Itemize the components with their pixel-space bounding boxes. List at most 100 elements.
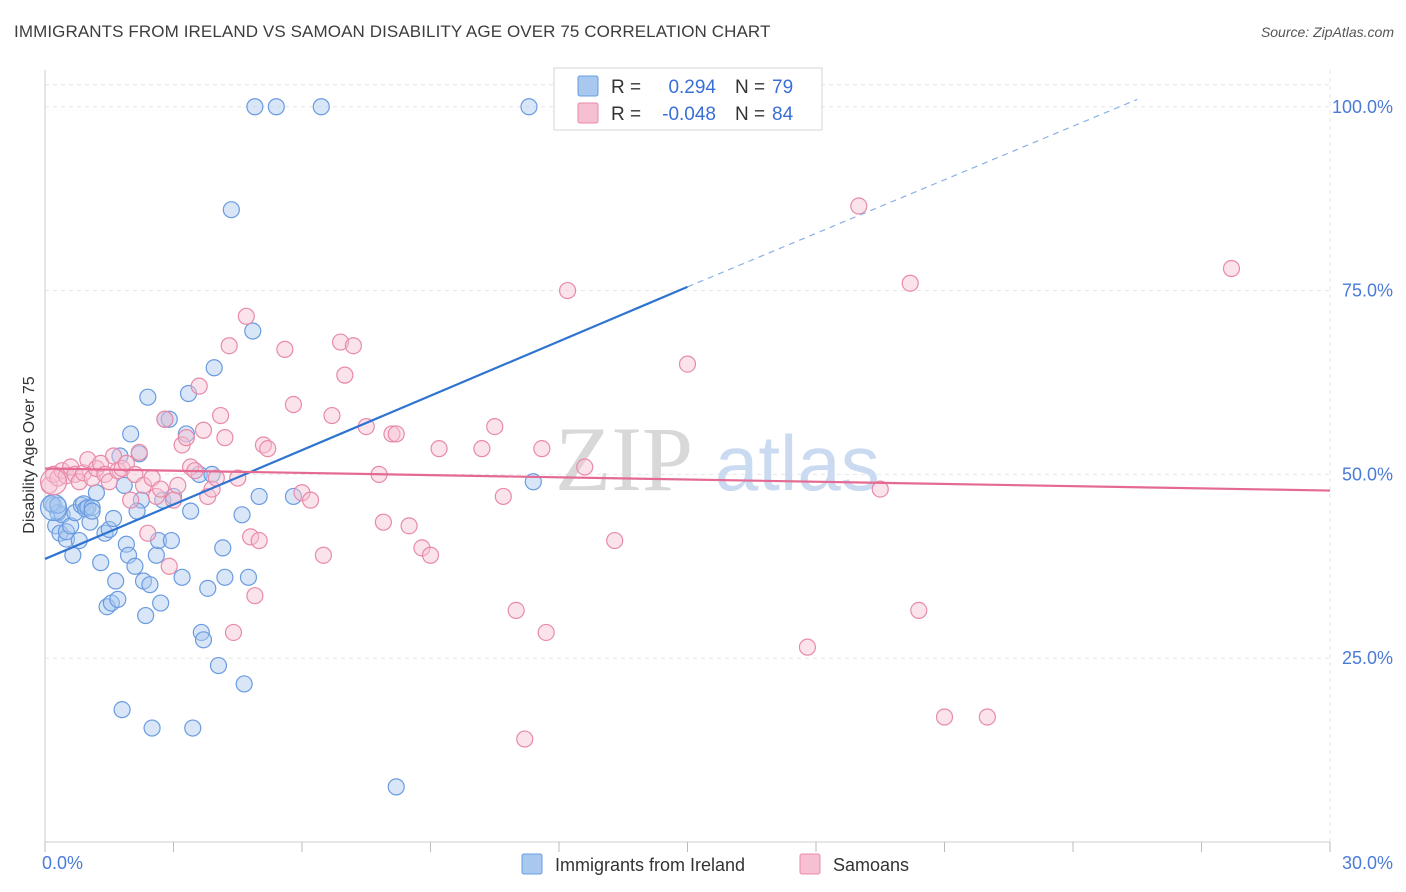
point-samoans xyxy=(177,429,195,447)
point-samoans xyxy=(576,458,594,476)
point-samoans xyxy=(537,623,555,642)
trend-line-ireland-extension xyxy=(687,98,1138,288)
point-samoans xyxy=(237,307,255,325)
point-ireland xyxy=(139,388,157,406)
point-samoans xyxy=(194,421,213,439)
point-samoans xyxy=(400,517,418,535)
legend-r-value-ireland: 0.294 xyxy=(668,77,716,98)
series-legend: Immigrants from Ireland Samoans xyxy=(521,853,909,875)
y-axis-title: Disability Age Over 75 xyxy=(21,376,38,534)
point-samoans xyxy=(169,476,187,495)
point-ireland xyxy=(205,359,223,377)
point-ireland xyxy=(233,506,251,524)
point-ireland xyxy=(81,513,99,531)
point-ireland xyxy=(152,594,170,612)
point-samoans xyxy=(212,406,230,425)
point-ireland xyxy=(143,719,161,737)
point-samoans xyxy=(336,366,354,384)
point-samoans xyxy=(220,337,238,355)
point-samoans xyxy=(935,708,954,726)
point-ireland xyxy=(387,778,405,796)
x-tick-label-min: 0.0% xyxy=(42,853,83,873)
point-samoans xyxy=(92,454,110,472)
point-ireland xyxy=(104,509,123,528)
point-samoans xyxy=(250,531,268,550)
chart-title: IMMIGRANTS FROM IRELAND VS SAMOAN DISABI… xyxy=(14,22,771,41)
point-samoans xyxy=(374,513,392,531)
point-ireland xyxy=(117,535,135,553)
point-samoans xyxy=(156,410,174,428)
point-ireland xyxy=(239,568,258,586)
point-samoans xyxy=(79,451,97,469)
point-samoans xyxy=(516,730,534,748)
point-samoans xyxy=(314,546,333,564)
y-tick-label: 100.0% xyxy=(1332,97,1393,117)
point-samoans xyxy=(387,425,405,443)
trend-lines xyxy=(44,98,1331,560)
point-samoans xyxy=(246,587,264,605)
point-samoans xyxy=(486,417,504,436)
point-samoans xyxy=(678,355,697,373)
axes xyxy=(44,70,1331,852)
watermark-zip: ZIP xyxy=(555,408,693,510)
point-ireland xyxy=(107,572,125,590)
point-samoans xyxy=(558,281,577,300)
point-ireland xyxy=(214,539,232,557)
point-ireland xyxy=(126,557,144,575)
point-samoans xyxy=(259,440,277,458)
point-samoans xyxy=(1222,259,1241,278)
point-ireland xyxy=(42,495,61,513)
point-ireland xyxy=(62,517,80,535)
point-samoans xyxy=(533,440,551,458)
source-credit: Source: ZipAtlas.com xyxy=(1260,24,1394,40)
point-samoans xyxy=(216,429,234,447)
point-ireland xyxy=(199,579,217,597)
point-samoans xyxy=(122,491,140,509)
legend-swatch-ireland xyxy=(577,75,599,97)
point-samoans xyxy=(430,440,448,458)
point-ireland xyxy=(182,502,200,520)
point-ireland xyxy=(222,201,240,219)
x-tick-label-max: 30.0% xyxy=(1342,853,1393,873)
point-ireland xyxy=(122,425,140,443)
point-ireland xyxy=(173,568,191,586)
point-ireland xyxy=(250,487,268,506)
correlation-legend: R = 0.294 N = 79 R = -0.048 N = 84 xyxy=(553,67,823,131)
point-ireland xyxy=(312,98,330,116)
y-tick-label: 50.0% xyxy=(1342,464,1393,484)
y-tick-label: 25.0% xyxy=(1342,648,1393,668)
point-ireland xyxy=(520,98,538,116)
point-samoans xyxy=(473,440,491,458)
point-samoans xyxy=(152,480,170,498)
point-ireland xyxy=(216,568,234,586)
point-ireland xyxy=(57,530,76,548)
legend-r-label-samoans: R = xyxy=(611,104,641,125)
point-samoans xyxy=(323,406,341,425)
bottom-legend-samoans: Samoans xyxy=(833,855,909,875)
legend-n-label-samoans: N = xyxy=(735,104,765,125)
point-ireland xyxy=(113,701,131,719)
point-ireland xyxy=(284,487,303,506)
point-samoans xyxy=(507,601,525,620)
point-samoans xyxy=(139,524,157,542)
point-ireland xyxy=(83,502,101,520)
point-ireland xyxy=(92,554,110,572)
point-samoans xyxy=(901,274,919,292)
bottom-legend-ireland: Immigrants from Ireland xyxy=(555,855,745,875)
legend-swatch-samoans xyxy=(577,102,599,124)
point-samoans xyxy=(850,197,868,215)
trend-line-samoans xyxy=(44,467,1331,492)
point-ireland xyxy=(160,410,178,428)
point-samoans xyxy=(383,425,401,443)
point-samoans xyxy=(871,480,889,498)
point-ireland xyxy=(87,484,106,502)
point-samoans xyxy=(910,601,928,620)
point-samoans xyxy=(606,531,624,550)
legend-n-value-samoans: 84 xyxy=(772,104,794,125)
point-ireland xyxy=(209,656,228,675)
bottom-legend-swatch-samoans xyxy=(799,853,821,875)
data-points xyxy=(39,98,1241,796)
point-samoans xyxy=(130,443,148,461)
point-ireland xyxy=(194,631,213,649)
